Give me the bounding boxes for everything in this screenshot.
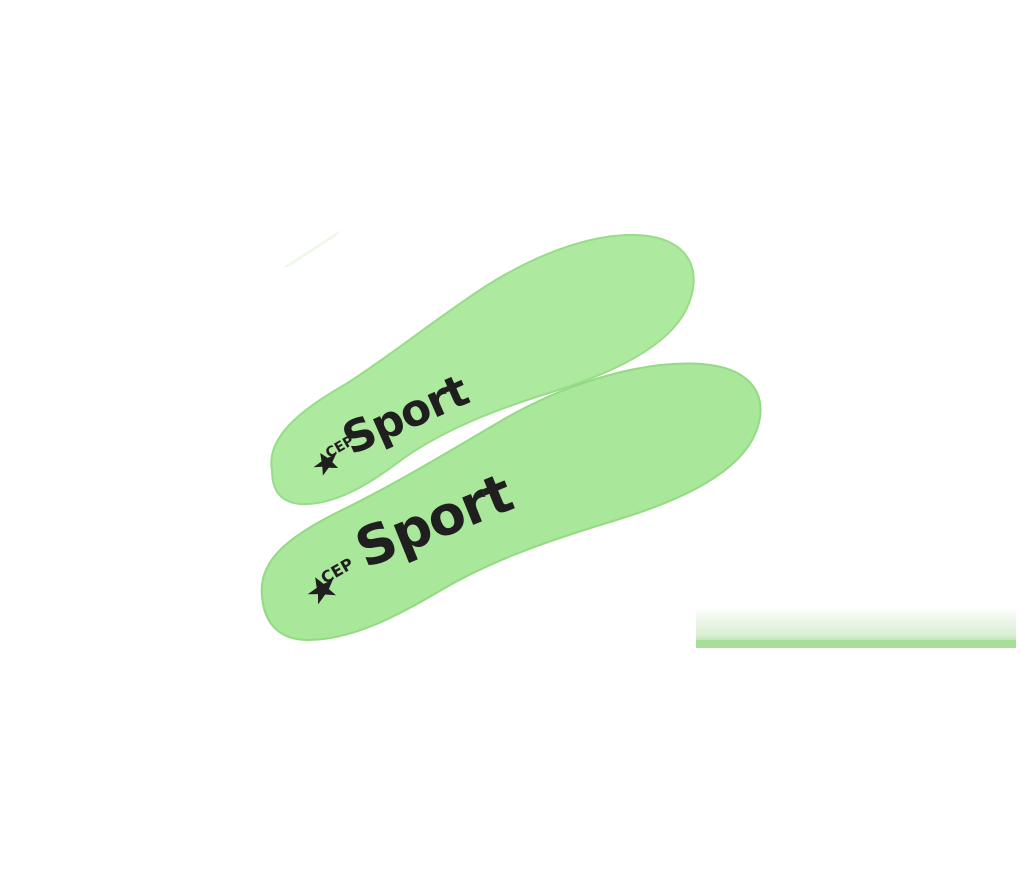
insole-front: Sport CEP xyxy=(260,362,762,642)
insole-back: Sport CEP xyxy=(270,234,695,506)
insole-back-shape xyxy=(270,234,695,506)
star-badge-icon xyxy=(307,577,336,605)
background-artifacts xyxy=(282,230,1016,648)
star-badge-icon xyxy=(313,452,339,476)
insole-front-shape xyxy=(260,362,762,642)
